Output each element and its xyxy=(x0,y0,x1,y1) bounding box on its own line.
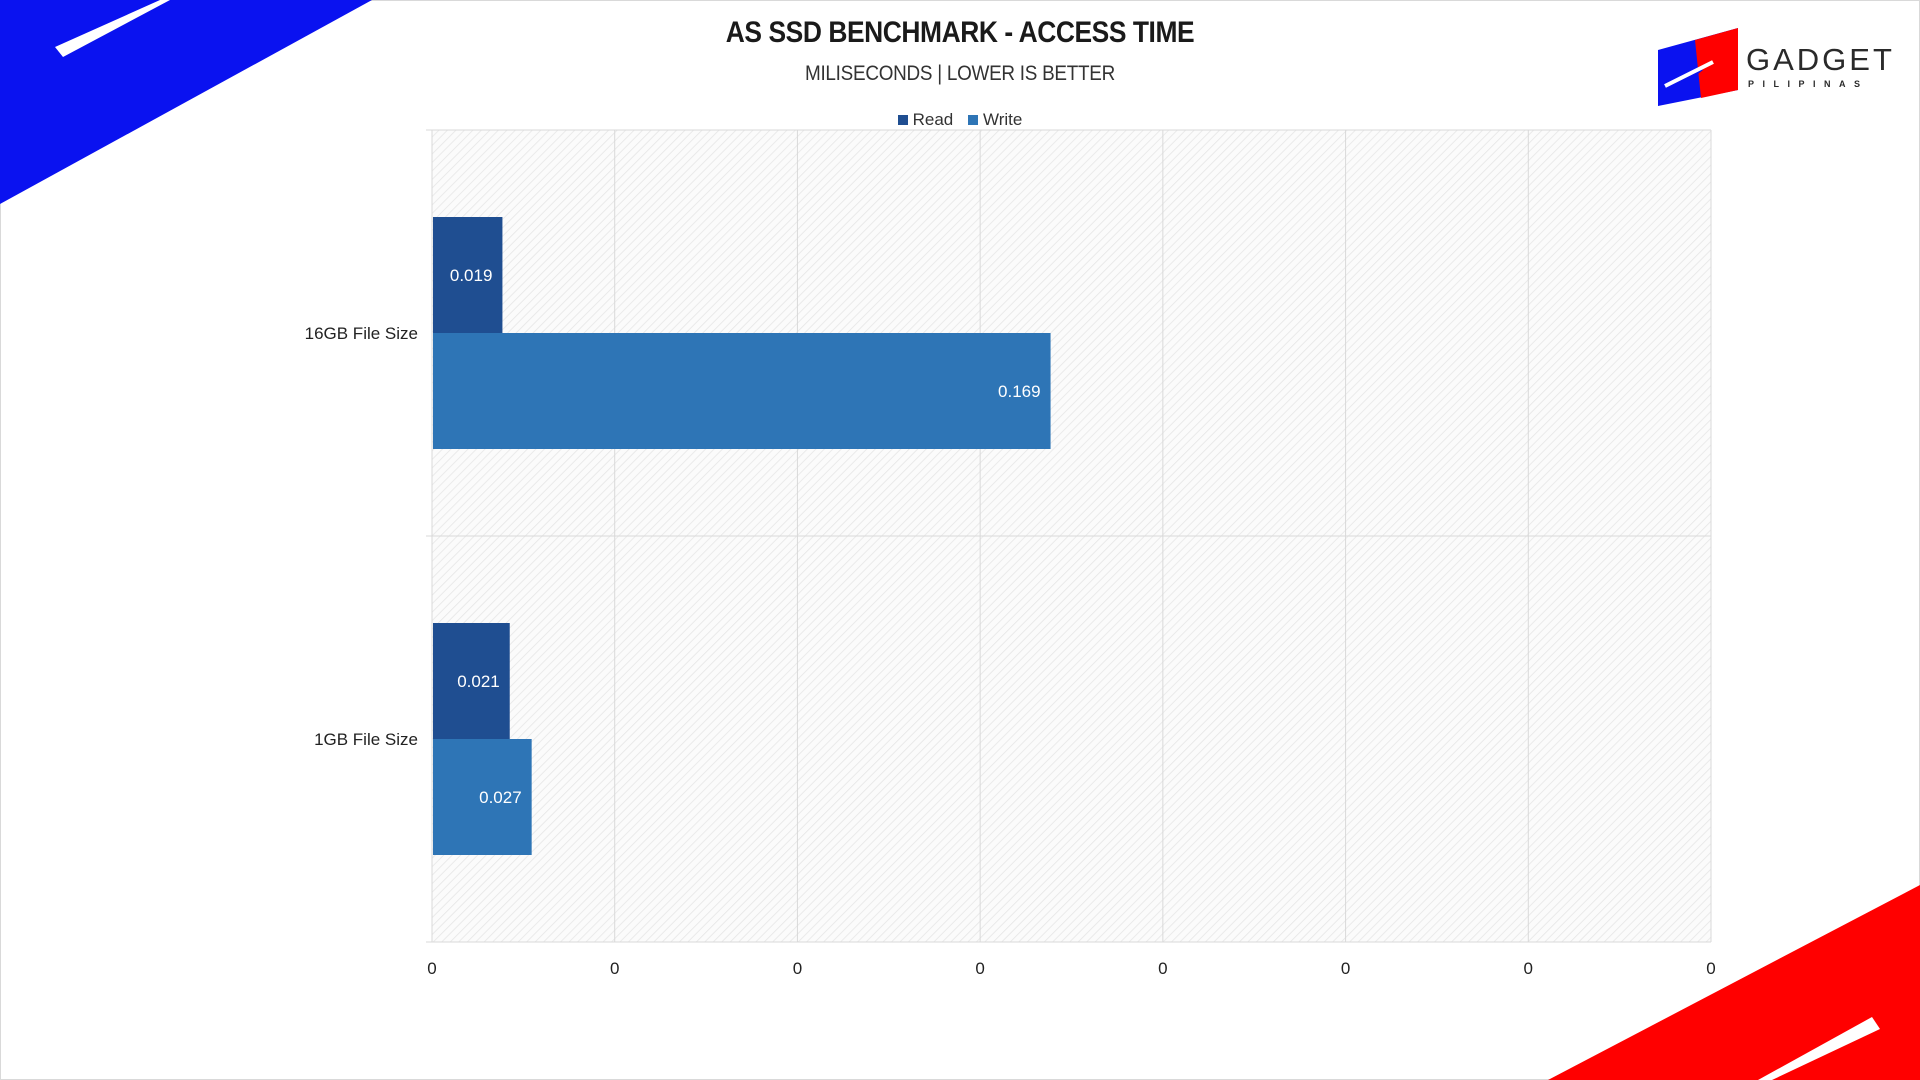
gadget-pilipinas-logo: GADGET PILIPINAS xyxy=(1655,28,1895,112)
gadget-pilipinas-flag-logo-icon xyxy=(1658,28,1738,106)
data-label-write: 0.027 xyxy=(479,788,522,807)
chart-legend: Read Write xyxy=(0,110,1920,130)
category-label: 1GB File Size xyxy=(314,730,418,749)
x-tick-label: 0 xyxy=(793,959,802,978)
chart-subtitle: MILISECONDS | LOWER IS BETTER xyxy=(804,62,1116,85)
legend-swatch-write xyxy=(968,115,978,125)
legend-label-write: Write xyxy=(983,110,1023,129)
x-tick-label: 0 xyxy=(1524,959,1533,978)
gridlines xyxy=(426,129,1712,943)
data-label-read: 0.019 xyxy=(450,266,493,285)
legend-swatch-read xyxy=(897,115,908,125)
data-label-write: 0.169 xyxy=(998,382,1041,401)
legend-label-read: Read xyxy=(912,110,954,129)
bar-read xyxy=(433,217,503,333)
data-label-read: 0.021 xyxy=(457,672,500,691)
x-tick-label: 0 xyxy=(1158,959,1167,978)
logo-text: GADGET xyxy=(1746,42,1895,77)
chart-title: AS SSD BENCHMARK - ACCESS TIME xyxy=(725,16,1195,49)
bar-read xyxy=(433,623,510,739)
bar-write xyxy=(433,333,1051,449)
category-label: 16GB File Size xyxy=(305,324,418,343)
x-tick-label: 0 xyxy=(975,959,984,978)
logo-subtext: PILIPINAS xyxy=(1748,79,1869,89)
legend-item-read: Read xyxy=(897,110,954,130)
bar-write xyxy=(433,739,532,855)
red-corner-stripe xyxy=(1548,885,1920,1080)
x-tick-label: 0 xyxy=(1706,959,1715,978)
white-slash-bottom xyxy=(1758,1017,1880,1080)
x-tick-label: 0 xyxy=(1341,959,1350,978)
legend-item-write: Write xyxy=(968,110,1022,130)
x-tick-label: 0 xyxy=(427,959,436,978)
blue-corner-stripe xyxy=(0,0,372,204)
bars xyxy=(433,217,1051,855)
white-slash-top xyxy=(55,0,170,57)
labels: 0 0 0 0 0 0 0 0 16GB File Size 0.019 0.169 1GB File… xyxy=(305,266,1716,978)
x-tick-label: 0 xyxy=(610,959,619,978)
